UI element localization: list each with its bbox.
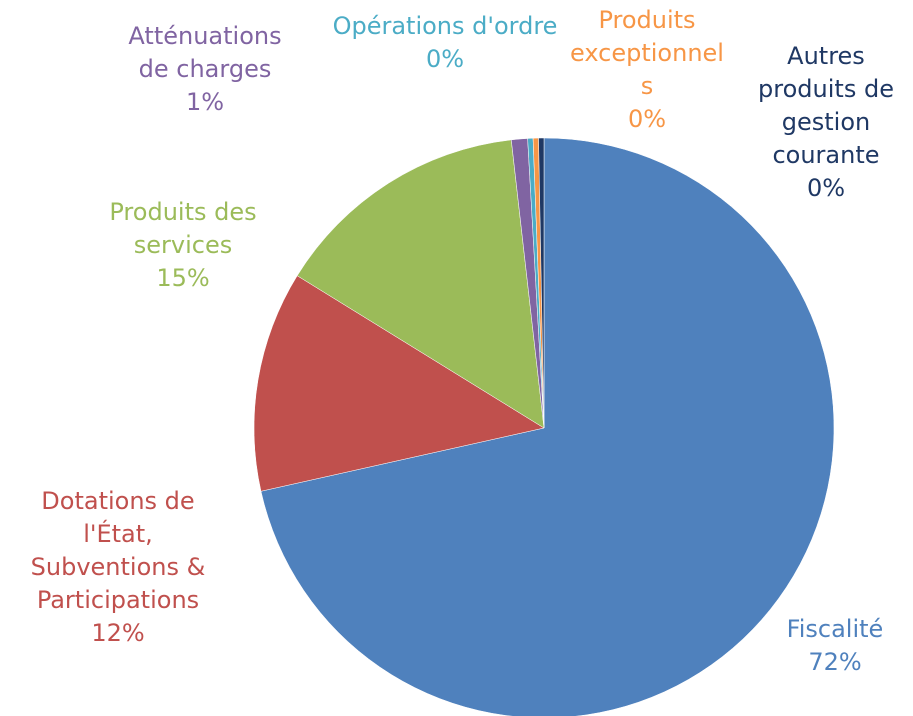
- slice-label: Fiscalité 72%: [787, 613, 884, 679]
- pie-slice: [253, 275, 545, 492]
- category-name: Produits des services: [109, 198, 257, 259]
- slice-label: Dotations de l'État, Subventions & Parti…: [31, 485, 206, 650]
- slice-label: Produits exceptionnel s 0%: [570, 4, 724, 136]
- category-name: Autres produits de gestion courante: [758, 42, 894, 169]
- slice-label: Atténuations de charges 1%: [128, 20, 281, 119]
- pie-slice: [260, 137, 835, 716]
- pie-slice: [538, 137, 545, 429]
- slice-label: Autres produits de gestion courante 0%: [758, 40, 894, 205]
- category-name: Dotations de l'État, Subventions & Parti…: [30, 487, 206, 614]
- value-label: 0%: [806, 174, 846, 202]
- category-name: Produits exceptionnel s: [570, 6, 724, 100]
- value-label: 15%: [156, 264, 210, 292]
- category-name: Atténuations de charges: [128, 22, 282, 83]
- slice-label: Opérations d'ordre 0%: [333, 10, 558, 76]
- value-label: 0%: [425, 45, 465, 73]
- value-label: 0%: [627, 105, 667, 133]
- value-label: 72%: [808, 648, 862, 676]
- value-label: 1%: [185, 88, 225, 116]
- category-name: Fiscalité: [786, 615, 884, 643]
- pie-slice: [296, 139, 545, 429]
- slice-label: Produits des services 15%: [109, 196, 256, 295]
- category-name: Opérations d'ordre: [332, 12, 558, 40]
- value-label: 12%: [91, 619, 145, 647]
